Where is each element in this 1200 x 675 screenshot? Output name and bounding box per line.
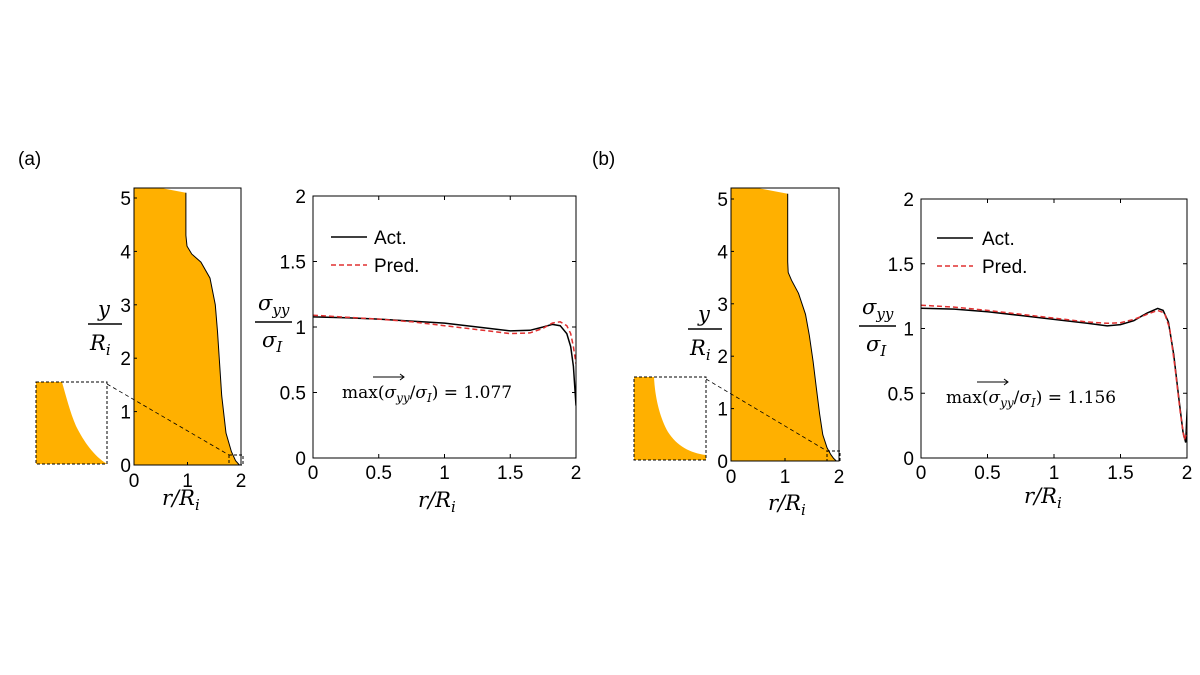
y-tick-label: 1.5	[888, 255, 914, 276]
panel-label-a: (a)	[18, 149, 41, 170]
panel-label-b: (b)	[592, 149, 615, 170]
zoom-inset-a	[35, 381, 108, 465]
zoom-inset-fill-a	[36, 382, 107, 464]
annotation-arrowhead-b	[1003, 378, 1009, 386]
profile-boundary-b	[787, 193, 837, 461]
annotation-max-b: max(σyy/σI) = 1.156	[946, 388, 1116, 410]
y-tick-label: 2	[295, 187, 306, 208]
y-tick-label: 5	[120, 189, 131, 210]
profile-fill-b	[731, 188, 837, 461]
profile-xlabel-b: r/Ri	[768, 491, 806, 519]
chart-xlabel-a: r/Ri	[418, 488, 456, 516]
x-tick-label: 1	[439, 463, 450, 484]
zoom-region-b	[826, 450, 841, 462]
y-tick-label: 5	[717, 190, 728, 211]
legend-label-act-a: Act.	[374, 228, 407, 249]
y-tick-label: 0.5	[280, 384, 306, 405]
profile-boundary-a	[185, 192, 240, 465]
x-tick-label: 0	[726, 467, 737, 488]
y-tick-label: 1	[295, 318, 306, 339]
y-tick-label: 0	[120, 456, 131, 477]
zoom-region-a	[228, 454, 244, 466]
series-line-pred-b	[921, 304, 1187, 441]
y-tick-label: 3	[717, 295, 728, 316]
profile-ticks-b: 0 1 2 0 1 2 3 4 5	[717, 190, 844, 488]
legend-a: Act. Pred.	[331, 228, 419, 277]
y-tick-label: 0	[903, 449, 914, 470]
y-tick-label: 0	[295, 449, 306, 470]
y-tick-label: 0.5	[888, 384, 914, 405]
chart-ylabel-num-b: σyy	[862, 295, 894, 323]
profile-fill-a	[134, 188, 240, 465]
legend-label-pred-b: Pred.	[982, 257, 1027, 278]
x-tick-label: 1	[182, 471, 193, 492]
profile-xlabel-a: r/Ri	[162, 486, 200, 514]
y-tick-label: 1.5	[280, 253, 306, 274]
y-tick-label: 2	[120, 349, 131, 370]
profile-ticks-a: 0 1 2 0 1 2 3 4 5	[120, 189, 246, 492]
series-line-act-b	[921, 307, 1187, 443]
profile-ylabel-y: y	[97, 297, 111, 321]
zoom-connector-a	[106, 383, 230, 456]
legend-label-pred-a: Pred.	[374, 256, 419, 277]
y-tick-label: 1	[120, 403, 131, 424]
y-tick-label: 1	[717, 400, 728, 421]
annotation-arrowhead-a	[399, 373, 405, 381]
x-tick-label: 2	[1182, 463, 1193, 484]
x-tick-label: 2	[834, 467, 845, 488]
x-tick-label: 0	[129, 471, 140, 492]
chart-ylabel-den-a: σI	[262, 328, 283, 356]
series-line-pred-a	[313, 314, 576, 364]
profile-plot-a: 0 1 2 0 1 2 3 4 5 y Ri r/Ri	[35, 187, 246, 514]
chart-ticks-b: 0 0.5 1 1.5 2 0 0.5 1 1.5 2	[888, 190, 1193, 484]
profile-ylabel-y-b: y	[697, 302, 711, 326]
x-tick-label: 1.5	[497, 463, 523, 484]
annotation-max-a: max(σyy/σI) = 1.077	[342, 383, 512, 405]
zoom-inset-b	[633, 376, 707, 461]
x-tick-label: 0.5	[366, 463, 392, 484]
zoom-inset-fill-b	[634, 377, 706, 460]
y-tick-label: 1	[903, 320, 914, 341]
profile-ylabel-R: Ri	[89, 331, 111, 359]
x-tick-label: 1	[780, 467, 791, 488]
x-tick-label: 1	[1049, 463, 1060, 484]
profile-plot-b: 0 1 2 0 1 2 3 4 5 y Ri r/Ri	[633, 187, 844, 519]
stress-chart-b: 0 0.5 1 1.5 2 0 0.5 1 1.5 2 Act. Pred. max(σyy/σI…	[859, 190, 1192, 512]
y-tick-label: 2	[717, 347, 728, 368]
y-tick-label: 4	[717, 242, 728, 263]
legend-b: Act. Pred.	[937, 229, 1027, 278]
legend-label-act-b: Act.	[982, 229, 1015, 250]
x-tick-label: 0	[916, 463, 927, 484]
chart-ticks-a: 0 0.5 1 1.5 2 0 0.5 1 1.5 2	[280, 187, 582, 484]
profile-ylabel-R-b: Ri	[689, 336, 711, 364]
y-tick-label: 4	[120, 242, 131, 263]
chart-xlabel-b: r/Ri	[1024, 484, 1062, 512]
chart-ylabel-num-a: σyy	[258, 291, 290, 319]
x-tick-label: 2	[236, 471, 247, 492]
x-tick-label: 0.5	[974, 463, 1000, 484]
zoom-connector-b	[705, 378, 828, 452]
stress-chart-a: 0 0.5 1 1.5 2 0 0.5 1 1.5 2 Act. Pred. max(σyy/σI…	[255, 187, 581, 516]
x-tick-label: 1.5	[1107, 463, 1133, 484]
y-tick-label: 3	[120, 296, 131, 317]
y-tick-label: 2	[903, 190, 914, 211]
chart-ylabel-den-b: σI	[866, 332, 887, 360]
y-tick-label: 0	[717, 452, 728, 473]
x-tick-label: 0	[308, 463, 319, 484]
x-tick-label: 2	[571, 463, 582, 484]
